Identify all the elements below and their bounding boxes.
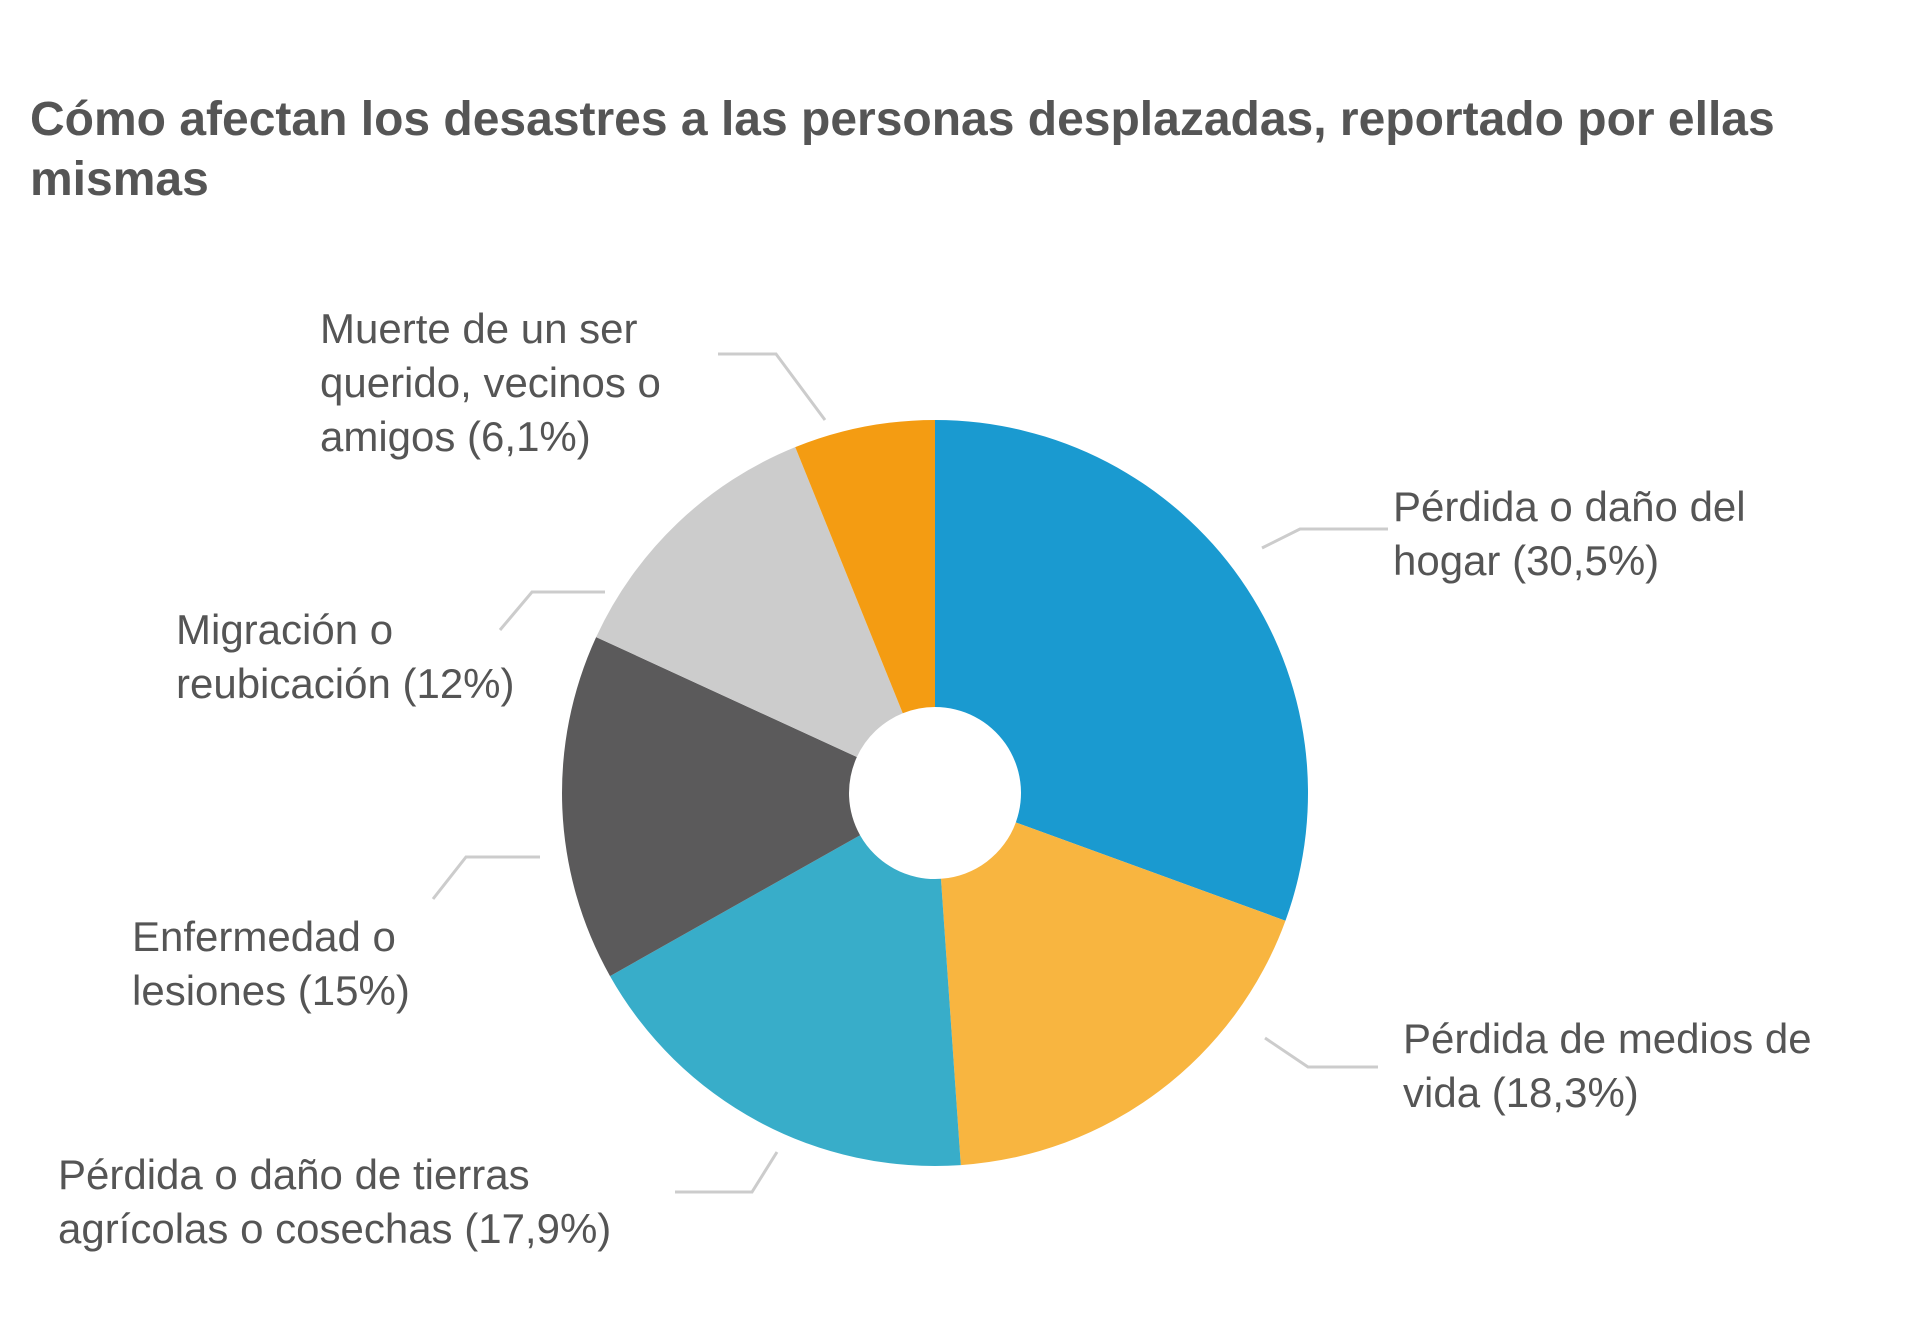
slice-label-perdida-o-dano-de-tierras-agricolas-o-cosechas: Pérdida o daño de tierras agrícolas o cos… bbox=[58, 1148, 611, 1256]
slice-label-muerte-de-un-ser-querido-vecinos-o-amigos: Muerte de un ser querido, vecinos o amigos… bbox=[320, 302, 661, 464]
slice-label-line: agrícolas o cosechas (17,9%) bbox=[58, 1205, 612, 1252]
chart-title: Cómo afectan los desastres a las persona… bbox=[30, 93, 1775, 206]
slice-label-line: hogar (30,5%) bbox=[1393, 537, 1660, 584]
slice-label-line: lesiones (15%) bbox=[132, 967, 410, 1014]
slice-perdida-de-medios-de-vida bbox=[940, 822, 1286, 1166]
slice-label-line: amigos (6,1%) bbox=[320, 413, 591, 460]
slice-muerte-de-un-ser-querido-vecinos-o-amigos bbox=[795, 420, 935, 714]
slice-label-line: reubicación (12%) bbox=[176, 660, 515, 707]
leader-line-perdida-de-medios-de-vida bbox=[1264, 1036, 1378, 1069]
slice-label-line: vida (18,3%) bbox=[1403, 1069, 1639, 1116]
slice-perdida-o-dano-del-hogar bbox=[935, 420, 1309, 921]
slice-label-line: Pérdida o daño de tierras bbox=[58, 1151, 530, 1198]
slice-perdida-o-dano-de-tierras-agricolas-o-cosechas bbox=[610, 835, 961, 1166]
leader-line-perdida-o-dano-de-tierras-agricolas-o-cosechas bbox=[675, 1151, 779, 1194]
slice-label-perdida-de-medios-de-vida: Pérdida de medios de vida (18,3%) bbox=[1403, 1012, 1812, 1120]
slice-label-line: Migración o bbox=[176, 606, 394, 653]
slice-label-migracion-o-reubicacion: Migración o reubicación (12%) bbox=[176, 603, 515, 711]
slice-label-line: querido, vecinos o bbox=[320, 359, 661, 406]
slice-label-line: Enfermedad o bbox=[132, 913, 396, 960]
slice-label-line: Pérdida de medios de bbox=[1403, 1015, 1812, 1062]
slice-label-enfermedad-o-lesiones: Enfermedad o lesiones (15%) bbox=[132, 910, 410, 1018]
slice-migracion-o-reubicacion bbox=[596, 447, 903, 758]
slice-label-line: Pérdida o daño del bbox=[1393, 483, 1746, 530]
leader-line-migracion-o-reubicacion bbox=[498, 590, 605, 631]
slice-label-perdida-o-dano-del-hogar: Pérdida o daño del hogar (30,5%) bbox=[1393, 480, 1746, 588]
leader-line-perdida-o-dano-del-hogar bbox=[1261, 527, 1388, 550]
slice-label-line: Muerte de un ser bbox=[320, 305, 638, 352]
leader-line-muerte-de-un-ser-querido-vecinos-o-amigos bbox=[718, 352, 827, 421]
slice-enfermedad-o-lesiones bbox=[562, 637, 861, 977]
leader-line-enfermedad-o-lesiones bbox=[431, 855, 540, 900]
